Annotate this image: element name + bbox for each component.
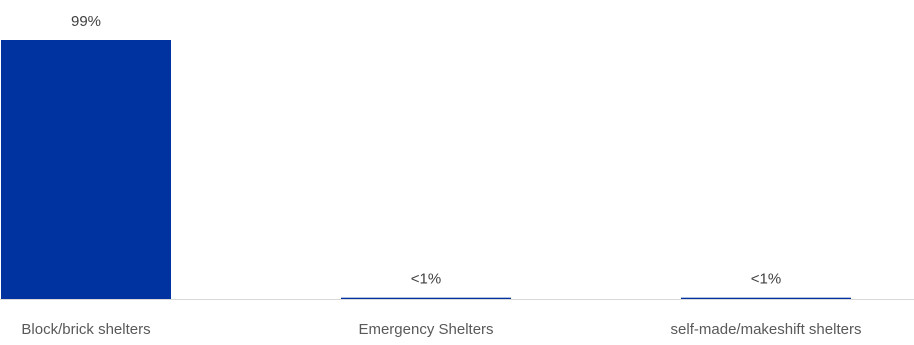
category-label-2: self-made/makeshift shelters bbox=[671, 321, 862, 338]
bars-group bbox=[1, 40, 851, 299]
category-label-0: Block/brick shelters bbox=[21, 321, 150, 338]
bar-0 bbox=[1, 40, 171, 299]
category-labels-group: Block/brick shelters Emergency Shelters se… bbox=[21, 321, 861, 338]
data-label-2: <1% bbox=[751, 271, 781, 288]
data-label-0: 99% bbox=[71, 13, 101, 30]
bar-2 bbox=[681, 297, 851, 299]
category-label-1: Emergency Shelters bbox=[358, 321, 493, 338]
data-label-1: <1% bbox=[411, 271, 441, 288]
data-labels-group: 99% <1% <1% bbox=[71, 13, 781, 288]
bar-1 bbox=[341, 297, 511, 299]
